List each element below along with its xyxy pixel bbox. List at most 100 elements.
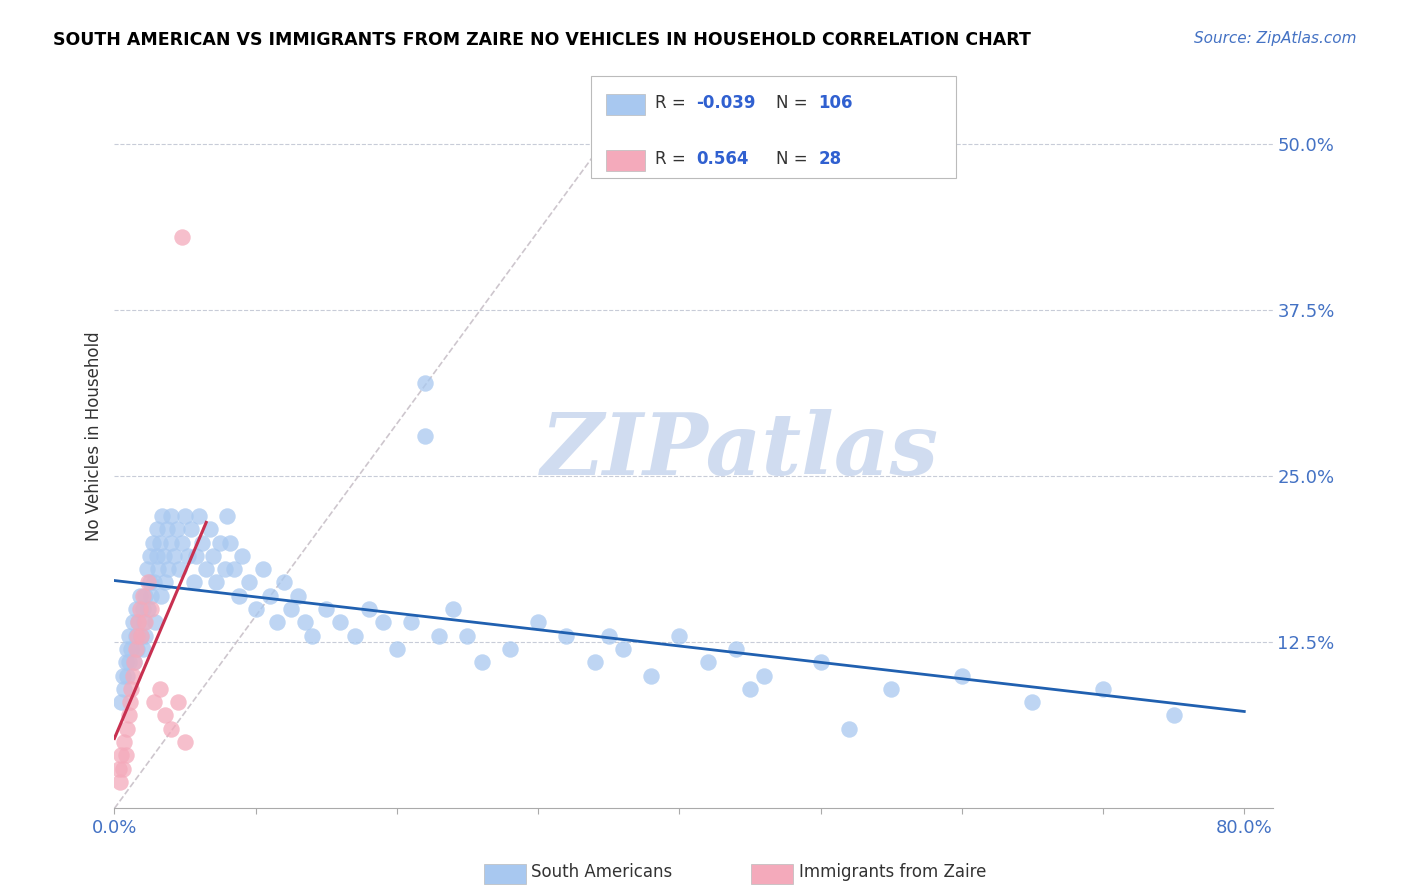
Point (180, 522, 202, 536)
Point (145, 615, 167, 630)
Point (724, 642, 747, 657)
Point (172, 230, 194, 244)
Point (134, 629, 156, 643)
Point (160, 535, 183, 549)
Point (810, 655, 832, 669)
Point (142, 575, 165, 590)
Point (163, 549, 186, 563)
Point (136, 575, 159, 590)
Point (214, 562, 236, 576)
Point (124, 642, 146, 657)
Point (131, 602, 153, 616)
Point (129, 629, 152, 643)
Point (231, 549, 253, 563)
Point (209, 535, 232, 549)
Point (150, 589, 173, 603)
Point (120, 681, 142, 696)
Point (259, 589, 281, 603)
Point (838, 722, 860, 736)
Text: 0.564: 0.564 (696, 150, 748, 168)
Point (156, 522, 179, 536)
Point (121, 615, 143, 630)
Point (174, 735, 197, 749)
Point (115, 722, 138, 736)
Point (294, 615, 316, 630)
Point (107, 762, 129, 776)
Point (129, 629, 152, 643)
Point (149, 535, 172, 549)
Point (136, 602, 159, 616)
Point (217, 508, 239, 523)
Text: R =: R = (655, 150, 696, 168)
Point (135, 562, 157, 576)
Point (160, 508, 183, 523)
Point (287, 589, 309, 603)
Point (413, 429, 436, 443)
Point (120, 642, 142, 657)
Point (153, 549, 176, 563)
Point (124, 602, 146, 616)
Point (124, 629, 146, 643)
Point (202, 549, 225, 563)
Point (668, 629, 690, 643)
Point (456, 629, 478, 643)
Point (399, 615, 422, 630)
Point (138, 575, 160, 590)
Point (301, 629, 323, 643)
Point (114, 655, 136, 669)
Point (132, 615, 155, 630)
Point (329, 615, 352, 630)
Point (148, 562, 170, 576)
Point (266, 615, 288, 630)
Point (110, 748, 132, 763)
Point (152, 508, 174, 523)
Point (167, 695, 190, 709)
Point (117, 629, 139, 643)
Point (134, 615, 156, 630)
Text: Source: ZipAtlas.com: Source: ZipAtlas.com (1194, 31, 1357, 46)
Text: R =: R = (655, 94, 692, 112)
Point (142, 695, 165, 709)
Point (117, 708, 139, 723)
Point (441, 602, 464, 616)
Point (183, 575, 205, 590)
Point (122, 655, 145, 669)
Point (315, 602, 337, 616)
Point (112, 735, 135, 749)
Point (357, 602, 380, 616)
Point (134, 589, 156, 603)
Point (155, 708, 177, 723)
Point (122, 655, 145, 669)
Y-axis label: No Vehicles in Household: No Vehicles in Household (86, 332, 103, 541)
Point (413, 376, 436, 390)
Point (696, 655, 718, 669)
Point (125, 642, 148, 657)
Point (128, 602, 150, 616)
Point (471, 655, 494, 669)
Point (499, 642, 522, 657)
Point (752, 668, 775, 682)
Point (224, 562, 246, 576)
Point (127, 615, 149, 630)
Point (125, 629, 148, 643)
Point (166, 522, 188, 536)
Point (219, 535, 242, 549)
Point (108, 775, 131, 789)
Point (146, 549, 169, 563)
Text: South Americans: South Americans (531, 863, 672, 881)
Point (1021, 695, 1043, 709)
Point (238, 575, 260, 590)
Point (139, 602, 162, 616)
Point (177, 549, 200, 563)
Point (115, 668, 138, 682)
Point (155, 575, 177, 590)
Text: 106: 106 (818, 94, 853, 112)
Point (252, 562, 274, 576)
Point (385, 642, 408, 657)
Point (205, 575, 228, 590)
Point (273, 575, 295, 590)
Point (186, 549, 208, 563)
Point (146, 522, 169, 536)
Point (111, 762, 134, 776)
Point (583, 655, 606, 669)
